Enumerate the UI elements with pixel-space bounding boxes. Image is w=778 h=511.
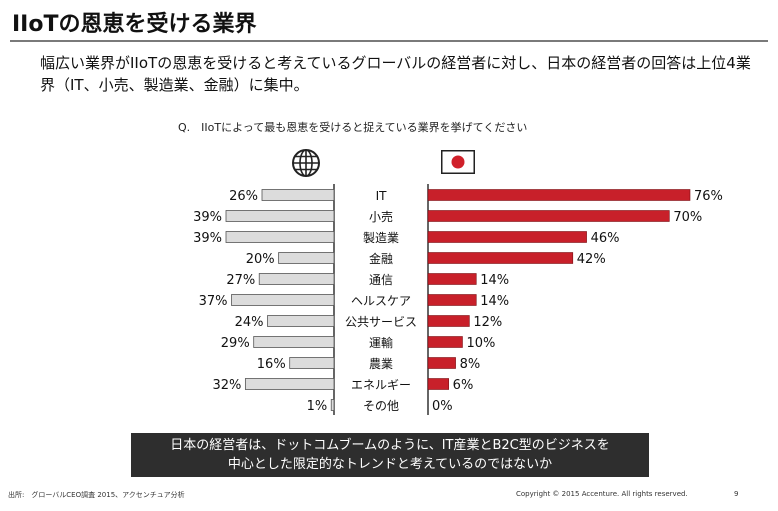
category-label: 通信 xyxy=(369,273,393,287)
japan-bar xyxy=(427,357,456,369)
callout-line-1: 日本の経営者は、ドットコムブームのように、IT産業とB2C型のビジネスを xyxy=(170,438,610,453)
japan-bar xyxy=(427,315,470,327)
japan-flag-icon xyxy=(441,150,475,174)
japan-bar xyxy=(427,336,463,348)
global-value-label: 39% xyxy=(193,210,222,225)
page-number: 9 xyxy=(734,490,739,498)
category-label: 農業 xyxy=(369,357,393,371)
title-divider xyxy=(10,40,768,42)
global-bar xyxy=(244,378,335,390)
category-label: IT xyxy=(376,189,388,203)
japan-bar xyxy=(427,378,449,390)
category-label: 小売 xyxy=(369,209,393,224)
japan-bar xyxy=(427,231,587,243)
global-bar xyxy=(330,399,335,411)
japan-bar xyxy=(427,189,691,201)
global-bar xyxy=(261,189,335,201)
category-label: 製造業 xyxy=(363,231,399,245)
global-value-label: 20% xyxy=(246,252,275,267)
global-value-label: 29% xyxy=(221,336,250,351)
category-label: エネルギー xyxy=(351,378,411,392)
category-label: その他 xyxy=(363,399,399,413)
page-title: IIoTの恩恵を受ける業界 xyxy=(12,12,257,37)
global-value-label: 27% xyxy=(226,273,255,288)
japan-value-label: 14% xyxy=(480,273,509,288)
global-value-label: 24% xyxy=(235,315,264,330)
global-bar xyxy=(267,315,335,327)
global-value-label: 39% xyxy=(193,231,222,246)
page-subtitle: 幅広い業界がIIoTの恩恵を受けると考えているグローバルの経営者に対し、日本の経… xyxy=(40,54,751,94)
globe-icon xyxy=(292,149,320,177)
copyright-text: Copyright © 2015 Accenture. All rights r… xyxy=(516,490,688,498)
source-note: 出所: グローバルCEO調査 2015、アクセンチュア分析 xyxy=(8,491,185,499)
japan-value-label: 76% xyxy=(694,189,723,204)
japan-bar xyxy=(427,294,477,306)
global-bar xyxy=(289,357,335,369)
global-bar xyxy=(231,294,335,306)
conclusion-callout: 日本の経営者は、ドットコムブームのように、IT産業とB2C型のビジネスを 中心と… xyxy=(131,433,649,477)
global-bar xyxy=(258,273,335,285)
japan-bar xyxy=(427,252,574,264)
japan-value-label: 14% xyxy=(480,294,509,309)
global-bar xyxy=(278,252,335,264)
category-label: 運輸 xyxy=(369,335,393,350)
global-bar xyxy=(253,336,335,348)
global-value-label: 32% xyxy=(212,378,241,393)
global-bar xyxy=(225,210,335,222)
category-label: ヘルスケア xyxy=(351,294,411,308)
japan-value-label: 46% xyxy=(591,231,620,246)
global-bar xyxy=(225,231,335,243)
category-label: 金融 xyxy=(369,251,393,266)
category-label: 公共サービス xyxy=(345,315,417,329)
japan-value-label: 6% xyxy=(453,378,474,393)
japan-bar xyxy=(427,273,477,285)
global-value-label: 16% xyxy=(257,357,286,372)
global-value-label: 37% xyxy=(199,294,228,309)
japan-value-label: 12% xyxy=(473,315,502,330)
japan-value-label: 10% xyxy=(466,336,495,351)
survey-question: Q. IIoTによって最も恩恵を受けると捉えている業界を挙げてください xyxy=(178,121,528,134)
japan-value-label: 42% xyxy=(577,252,606,267)
japan-value-label: 8% xyxy=(460,357,481,372)
global-value-label: 26% xyxy=(229,189,258,204)
japan-bar xyxy=(427,210,670,222)
industry-bar-chart: 26% IT 76% 39% 小売 70% 39% 製造業 46% 20% 金融 42% 27% 通信 14… xyxy=(193,184,723,415)
japan-value-label: 70% xyxy=(673,210,702,225)
global-value-label: 1% xyxy=(307,399,328,414)
callout-line-2: 中心とした限定的なトレンドと考えているのではないか xyxy=(227,457,553,472)
japan-value-label: 0% xyxy=(432,399,453,414)
